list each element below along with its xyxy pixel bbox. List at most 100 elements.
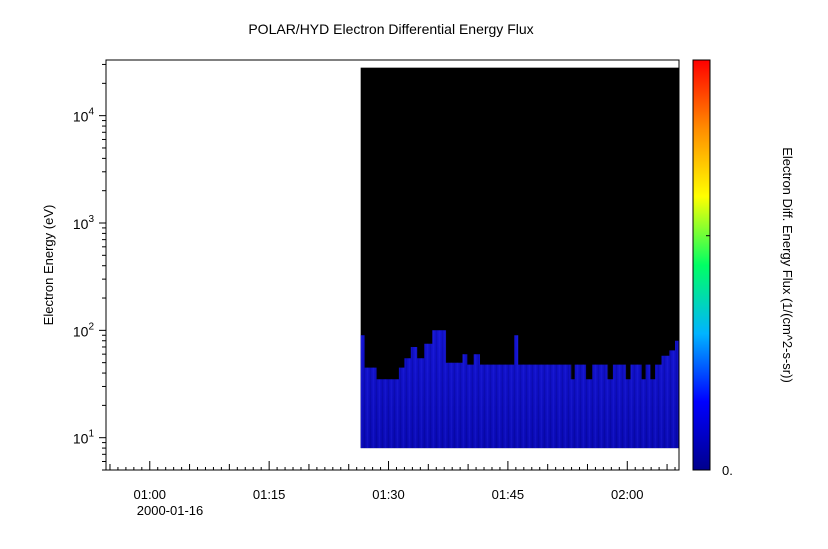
flux-column xyxy=(624,364,627,449)
flux-column xyxy=(447,362,450,449)
y-tick-base: 10 xyxy=(73,323,89,339)
flux-column xyxy=(591,379,594,449)
flux-column xyxy=(657,364,660,449)
colorbar-tick-label: 0. xyxy=(722,463,733,478)
plot-frame xyxy=(105,59,680,471)
flux-column xyxy=(585,364,588,449)
flux-column xyxy=(492,364,495,449)
flux-column xyxy=(600,364,603,449)
flux-column xyxy=(366,367,369,449)
flux-column xyxy=(474,354,477,449)
flux-column xyxy=(486,364,489,449)
flux-column xyxy=(558,364,561,449)
flux-column xyxy=(609,379,612,449)
colorbar-scale xyxy=(692,59,711,471)
flux-column xyxy=(642,379,645,449)
flux-column xyxy=(546,364,549,449)
x-tick-label: 01:45 xyxy=(492,487,525,502)
x-tick-label: 01:15 xyxy=(253,487,286,502)
flux-column xyxy=(438,330,441,449)
flux-column xyxy=(462,354,465,449)
flux-column xyxy=(633,364,636,449)
y-tick-exponent: 4 xyxy=(88,107,94,118)
flux-column xyxy=(570,364,573,449)
flux-column xyxy=(378,379,381,449)
flux-column xyxy=(399,367,402,449)
flux-column xyxy=(384,379,387,449)
y-axis-label: Electron Energy (eV) xyxy=(41,205,56,326)
flux-column xyxy=(450,362,453,449)
flux-column xyxy=(477,354,480,449)
flux-column xyxy=(603,364,606,449)
x-date-label: 2000-01-16 xyxy=(137,503,204,518)
flux-column xyxy=(501,364,504,449)
flux-column xyxy=(414,346,417,449)
flux-column xyxy=(573,379,576,449)
flux-column xyxy=(363,335,366,449)
x-tick-label: 01:30 xyxy=(372,487,405,502)
y-tick-base: 10 xyxy=(73,216,89,232)
flux-column xyxy=(519,364,522,449)
flux-column xyxy=(615,364,618,449)
flux-column xyxy=(597,364,600,449)
flux-column xyxy=(480,364,483,449)
flux-column xyxy=(534,364,537,449)
flux-column xyxy=(531,364,534,449)
flux-column xyxy=(588,379,591,449)
flux-column xyxy=(369,367,372,449)
flux-column xyxy=(618,364,621,449)
flux-column xyxy=(675,340,678,449)
flux-column xyxy=(672,350,675,449)
flux-column xyxy=(504,364,507,449)
flux-column xyxy=(405,358,408,449)
flux-column xyxy=(507,364,510,449)
flux-column xyxy=(390,379,393,449)
flux-column xyxy=(666,355,669,449)
flux-column xyxy=(489,364,492,449)
flux-column xyxy=(408,358,411,449)
y-tick-exponent: 1 xyxy=(88,429,94,440)
flux-column xyxy=(459,362,462,449)
flux-column xyxy=(564,364,567,449)
flux-column xyxy=(579,364,582,449)
flux-column xyxy=(606,364,609,449)
flux-column xyxy=(612,379,615,449)
flux-column xyxy=(648,364,651,449)
flux-column xyxy=(663,355,666,449)
y-tick-label: 101 xyxy=(73,429,95,447)
flux-column xyxy=(660,364,663,449)
flux-column xyxy=(468,364,471,449)
flux-column xyxy=(621,364,624,449)
chart-title: POLAR/HYD Electron Differential Energy F… xyxy=(248,21,533,37)
y-tick-base: 10 xyxy=(73,109,89,125)
flux-column xyxy=(435,330,438,449)
flux-column xyxy=(456,362,459,449)
flux-column xyxy=(441,330,444,449)
flux-columns xyxy=(360,330,679,449)
flux-column xyxy=(495,364,498,449)
colorbar: 0.5×10710×10715×107 xyxy=(692,59,733,478)
flux-column xyxy=(669,350,672,449)
flux-column xyxy=(483,364,486,449)
flux-column xyxy=(360,335,363,449)
flux-column xyxy=(552,364,555,449)
y-tick-label: 103 xyxy=(73,214,95,232)
flux-column xyxy=(594,364,597,449)
flux-column xyxy=(381,379,384,449)
flux-column xyxy=(498,364,501,449)
flux-column xyxy=(453,362,456,449)
flux-column xyxy=(411,346,414,449)
plot-area xyxy=(360,67,679,449)
y-tick-exponent: 2 xyxy=(88,321,94,332)
flux-column xyxy=(627,379,630,449)
x-tick-label: 01:00 xyxy=(133,487,166,502)
flux-column xyxy=(522,364,525,449)
flux-column xyxy=(525,364,528,449)
flux-column xyxy=(630,364,633,449)
flux-column xyxy=(528,364,531,449)
flux-column xyxy=(393,379,396,449)
flux-column xyxy=(567,364,570,449)
